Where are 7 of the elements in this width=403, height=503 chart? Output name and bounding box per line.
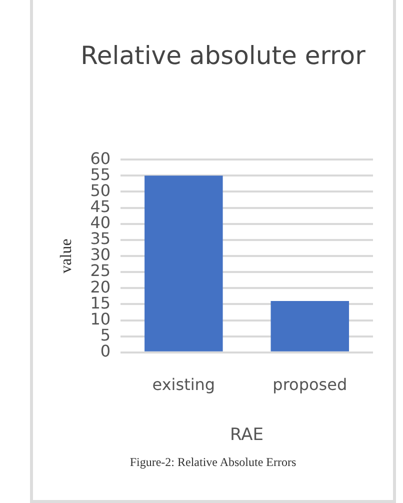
chart-title: Relative absolute error [80,40,366,72]
x-axis-title: RAE [230,425,264,446]
x-tick-label: proposed [272,375,348,394]
y-axis-title: value [58,238,75,274]
text: Figure-2: Relative Absolute Errors [128,455,298,470]
x-tick-label: existing [152,375,216,394]
y-tick-label: 0 [100,342,111,361]
